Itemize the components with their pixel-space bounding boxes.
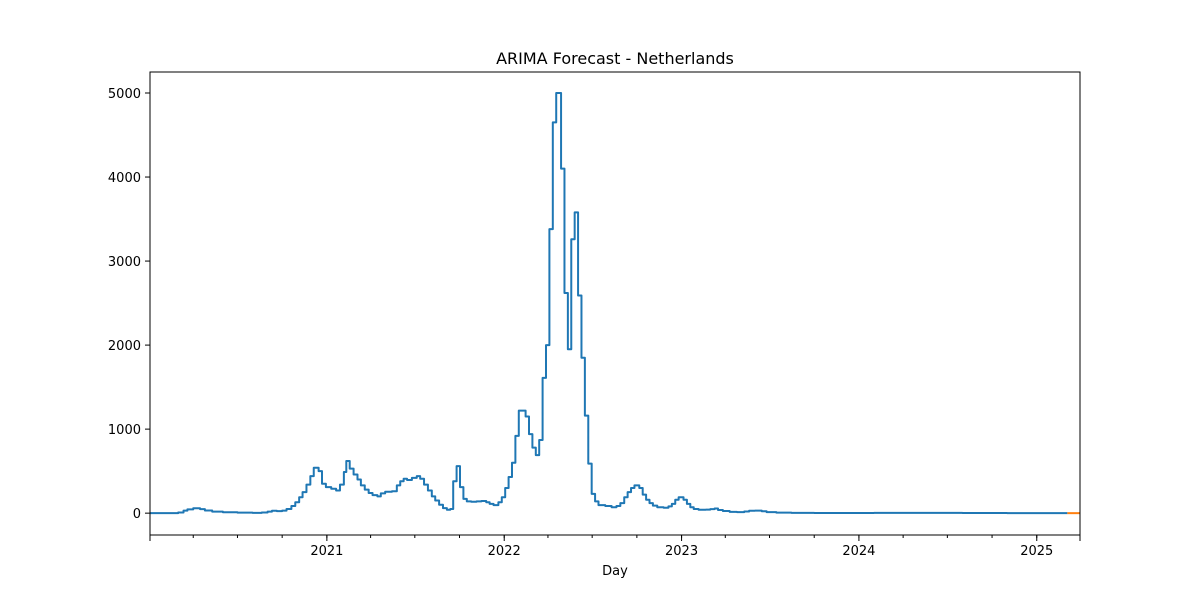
x-tick-label: 2021 (310, 544, 343, 559)
series-line-1 (150, 92, 1068, 515)
plot-frame (149, 71, 1081, 536)
y-tick-label: 1000 (108, 423, 141, 438)
y-axis: 0 1000 2000 3000 4000 5000 (108, 87, 150, 522)
x-tick-label: 2023 (665, 544, 698, 559)
x-axis-label: Day (602, 564, 628, 579)
y-tick-label: 0 (133, 507, 141, 522)
x-tick-label: 2022 (488, 544, 521, 559)
x-tick-label: 2025 (1020, 544, 1053, 559)
y-tick-label: 3000 (108, 255, 141, 270)
chart-title: ARIMA Forecast - Netherlands (496, 49, 734, 68)
x-axis: 2021 2022 2023 2024 2025 (149, 535, 1081, 559)
y-tick-label: 2000 (108, 339, 141, 354)
y-tick-label: 4000 (108, 171, 141, 186)
plot-area (150, 92, 1080, 515)
x-tick-label: 2024 (842, 544, 875, 559)
y-tick-label: 5000 (108, 87, 141, 102)
